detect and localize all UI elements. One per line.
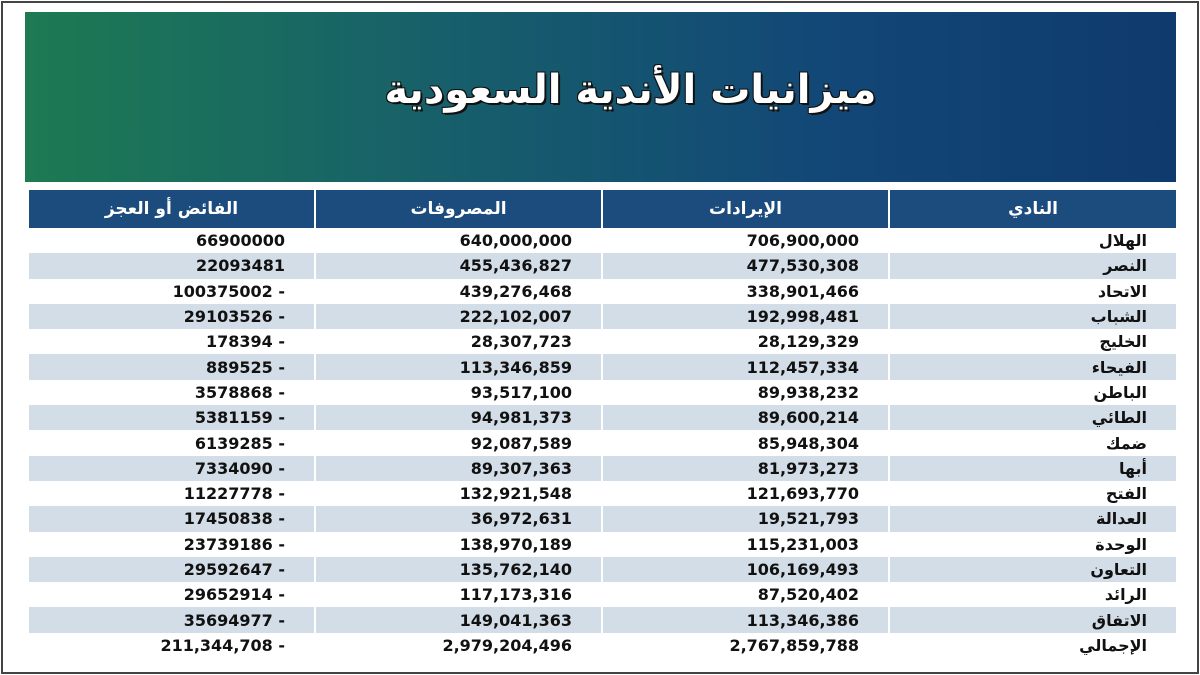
club-name: الباطن [888,379,1176,406]
table-row: الاتحاد 338,901,466 439,276,468 100375002 - [27,278,1176,304]
club-name: الطائي [888,405,1176,431]
budget-table: النادي الإيرادات المصروفات الفائض أو العجز … [27,190,1176,659]
club-name: الإجمالي [888,632,1176,659]
club-name: النصر [888,253,1176,279]
table-row: الخليج 28,129,329 28,307,723 178394 - [27,329,1176,355]
amount-cell: 87,520,402 [601,582,889,608]
amount-cell: 29592647 - [27,556,315,583]
club-name: الهلال [888,228,1176,254]
amount-cell: 113,346,386 [601,607,889,633]
table-row: الهلال 706,900,000 640,000,000 66900000 [27,228,1176,254]
amount-cell: 135,762,140 [314,556,602,583]
amount-cell: 113,346,859 [314,354,602,380]
table-row: ضمك 85,948,304 92,087,589 6139285 - [27,430,1176,456]
column-header: الإيرادات [601,190,889,228]
amount-cell: 178394 - [27,329,315,355]
amount-cell: 85,948,304 [601,430,889,456]
club-name: الفيحاء [888,354,1176,380]
amount-cell: 138,970,189 [314,531,602,557]
amount-cell: 66900000 [27,228,315,254]
amount-cell: 115,231,003 [601,531,889,557]
amount-cell: 211,344,708 - [27,632,315,659]
amount-cell: 106,169,493 [601,556,889,583]
amount-cell: 36,972,631 [314,506,602,532]
amount-cell: 3578868 - [27,379,315,406]
club-name: الشباب [888,303,1176,330]
amount-cell: 2,979,204,496 [314,632,602,659]
table-row: الوحدة 115,231,003 138,970,189 23739186 - [27,531,1176,557]
amount-cell: 28,129,329 [601,329,889,355]
amount-cell: 23739186 - [27,531,315,557]
amount-cell: 640,000,000 [314,228,602,254]
column-header: الفائض أو العجز [27,190,315,228]
amount-cell: 2,767,859,788 [601,632,889,659]
amount-cell: 92,087,589 [314,430,602,456]
club-name: أبها [888,455,1176,481]
club-name: الاتحاد [888,278,1176,304]
amount-cell: 17450838 - [27,506,315,532]
amount-cell: 706,900,000 [601,228,889,254]
amount-cell: 889525 - [27,354,315,380]
amount-cell: 6139285 - [27,430,315,456]
club-name: ضمك [888,430,1176,456]
amount-cell: 7334090 - [27,455,315,481]
club-name: العدالة [888,506,1176,532]
column-header: النادي [888,190,1176,228]
club-name: الرائد [888,582,1176,608]
amount-cell: 439,276,468 [314,278,602,304]
amount-cell: 100375002 - [27,278,315,304]
amount-cell: 93,517,100 [314,379,602,406]
table-row: الباطن 89,938,232 93,517,100 3578868 - [27,379,1176,406]
amount-cell: 455,436,827 [314,253,602,279]
club-name: الاتفاق [888,607,1176,633]
table-row: أبها 81,973,273 89,307,363 7334090 - [27,455,1176,481]
table-row: الشباب 192,998,481 222,102,007 29103526 - [27,303,1176,330]
banner: ميزانيات الأندية السعودية [25,12,1176,182]
table-body: الهلال 706,900,000 640,000,000 66900000 النص… [27,228,1176,659]
amount-cell: 29103526 - [27,303,315,330]
club-name: الفتح [888,480,1176,507]
amount-cell: 132,921,548 [314,480,602,507]
table-row: الإجمالي 2,767,859,788 2,979,204,496 211,34… [27,632,1176,659]
club-name: التعاون [888,556,1176,583]
club-name: الوحدة [888,531,1176,557]
amount-cell: 81,973,273 [601,455,889,481]
table-row: العدالة 19,521,793 36,972,631 17450838 - [27,506,1176,532]
amount-cell: 89,600,214 [601,405,889,431]
table-row: الطائي 89,600,214 94,981,373 5381159 - [27,405,1176,431]
amount-cell: 19,521,793 [601,506,889,532]
amount-cell: 28,307,723 [314,329,602,355]
title: ميزانيات الأندية السعودية [384,67,877,113]
amount-cell: 89,307,363 [314,455,602,481]
table-row: النصر 477,530,308 455,436,827 22093481 [27,253,1176,279]
table-row: الرائد 87,520,402 117,173,316 29652914 - [27,582,1176,608]
amount-cell: 112,457,334 [601,354,889,380]
header-row: النادي الإيرادات المصروفات الفائض أو العجز [27,190,1176,228]
amount-cell: 149,041,363 [314,607,602,633]
amount-cell: 29652914 - [27,582,315,608]
amount-cell: 94,981,373 [314,405,602,431]
amount-cell: 338,901,466 [601,278,889,304]
table-row: الاتفاق 113,346,386 149,041,363 35694977 - [27,607,1176,633]
amount-cell: 117,173,316 [314,582,602,608]
amount-cell: 35694977 - [27,607,315,633]
amount-cell: 5381159 - [27,405,315,431]
amount-cell: 89,938,232 [601,379,889,406]
table-row: الفتح 121,693,770 132,921,548 11227778 - [27,480,1176,507]
amount-cell: 11227778 - [27,480,315,507]
table-row: الفيحاء 112,457,334 113,346,859 889525 - [27,354,1176,380]
amount-cell: 121,693,770 [601,480,889,507]
amount-cell: 477,530,308 [601,253,889,279]
amount-cell: 22093481 [27,253,315,279]
club-name: الخليج [888,329,1176,355]
amount-cell: 222,102,007 [314,303,602,330]
table-row: التعاون 106,169,493 135,762,140 29592647 - [27,556,1176,583]
column-header: المصروفات [314,190,602,228]
amount-cell: 192,998,481 [601,303,889,330]
